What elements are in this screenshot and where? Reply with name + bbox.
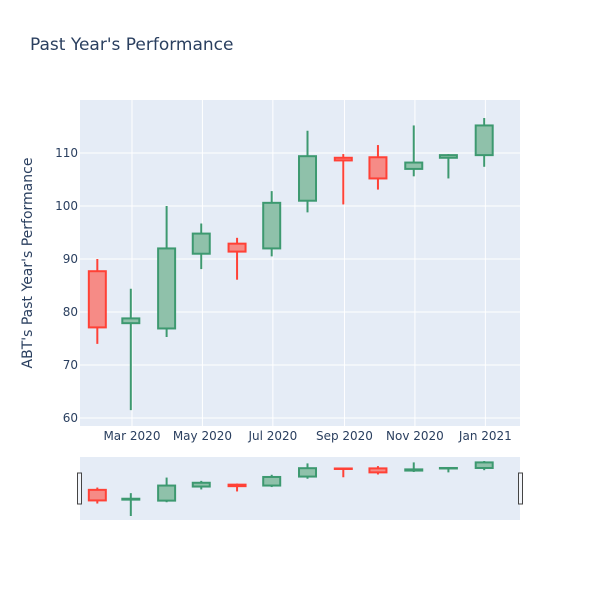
y-tick-label: 80: [63, 305, 78, 319]
chart-title: Past Year's Performance: [30, 35, 234, 55]
rangeslider-candle-body: [262, 475, 282, 487]
rangeslider-candle-body: [368, 467, 388, 474]
candle-body: [438, 154, 458, 159]
rangeslider-candle: [227, 483, 247, 492]
rangeslider-candle-body: [157, 484, 177, 502]
rangeslider-candle: [87, 487, 107, 504]
rangeslider-background[interactable]: [80, 457, 520, 520]
candle-body: [121, 317, 141, 325]
rangeslider-candle: [368, 466, 388, 475]
rangeslider-candle-body: [404, 468, 424, 472]
candle: [227, 237, 247, 280]
rangeslider-candle: [262, 474, 282, 488]
rangeslider-candle-body: [474, 461, 494, 469]
candle: [333, 154, 353, 205]
candle-body: [474, 124, 494, 157]
rangeslider-candle: [474, 461, 494, 471]
rangeslider-candle-body: [438, 466, 458, 470]
rangeslider-candle-body: [191, 481, 211, 488]
candle: [157, 206, 177, 337]
x-tick-label: May 2020: [173, 429, 232, 443]
candle: [404, 125, 424, 177]
candle: [262, 191, 282, 257]
candle-body: [87, 270, 107, 329]
rangeslider-handle-right[interactable]: [518, 472, 523, 505]
rangeslider-candle: [404, 462, 424, 472]
candle-body: [262, 201, 282, 250]
candle-body: [227, 242, 247, 253]
rangeslider-candle-body: [298, 467, 318, 478]
candle-layer: [87, 118, 494, 411]
y-tick-label: 60: [63, 411, 78, 425]
rangeslider-candle-body: [87, 488, 107, 502]
rangeslider-candle-body: [333, 467, 353, 470]
candle: [121, 288, 141, 411]
x-tick-label: Sep 2020: [316, 429, 373, 443]
y-tick-label: 70: [63, 358, 78, 372]
candle: [368, 145, 388, 190]
rangeslider-candle: [191, 480, 211, 490]
candle-body: [368, 156, 388, 180]
y-tick-label: 90: [63, 252, 78, 266]
rangeslider-candle-body: [121, 497, 141, 501]
rangeslider-handle-left[interactable]: [77, 472, 82, 505]
rangeslider-candle: [157, 477, 177, 503]
candle: [87, 259, 107, 344]
plot-background: [80, 100, 520, 426]
rangeslider-candle-body: [227, 483, 247, 488]
candle-body: [333, 156, 353, 162]
candle-body: [157, 247, 177, 330]
candle-body: [298, 155, 318, 202]
candle: [191, 223, 211, 270]
rangeslider-candle: [333, 467, 353, 478]
x-tick-label: Jul 2020: [247, 429, 297, 443]
y-tick-label: 100: [55, 199, 78, 213]
candle: [438, 154, 458, 179]
rangeslider-candle: [298, 463, 318, 479]
rangeslider-candle: [121, 493, 141, 516]
axis-layer: Mar 2020 May 2020 Jul 2020 Sep 2020 Nov 2020…: [55, 146, 512, 443]
candle: [474, 118, 494, 167]
rangeslider-candle: [438, 466, 458, 473]
y-axis-label: ABT's Past Year's Performance: [20, 158, 36, 369]
y-tick-label: 110: [55, 146, 78, 160]
candle-body: [191, 232, 211, 255]
candle-body: [404, 161, 424, 170]
x-tick-label: Mar 2020: [103, 429, 160, 443]
x-tick-label: Jan 2021: [458, 429, 512, 443]
candle: [298, 130, 318, 213]
x-tick-label: Nov 2020: [386, 429, 444, 443]
rangeslider-layer: [87, 461, 494, 516]
